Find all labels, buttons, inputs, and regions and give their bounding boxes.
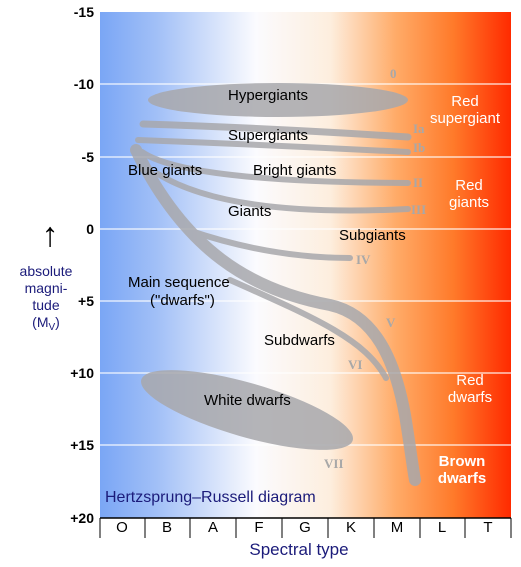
- x-tick: A: [208, 519, 218, 536]
- label-supergiants: Supergiants: [228, 127, 308, 144]
- label-red-giants-2: giants: [449, 194, 489, 211]
- class-label-vi: VI: [348, 357, 362, 372]
- class-label-ii: II: [413, 175, 423, 190]
- class-label-iii: III: [411, 202, 426, 217]
- x-tick: M: [391, 519, 404, 536]
- class-label-v: V: [386, 315, 396, 330]
- label-brown-dwarfs: Brown: [439, 453, 486, 470]
- subgiants-band: [185, 227, 353, 261]
- x-tick: K: [346, 519, 356, 536]
- y-tick: +20: [70, 510, 94, 526]
- label-hypergiants: Hypergiants: [228, 87, 308, 104]
- label-red-supergiant: Red: [451, 93, 479, 110]
- supergiants-ib-band: [135, 137, 411, 155]
- bright-giants-band: [139, 149, 411, 186]
- label-main-sequence: Main sequence: [128, 274, 230, 291]
- y-tick: +15: [70, 437, 94, 453]
- giants-band: [155, 171, 411, 214]
- label-blue-giants: Blue giants: [128, 162, 202, 179]
- x-axis-tick-labels: O B A F G K M L T: [116, 519, 492, 536]
- y-axis-label-line3: tude: [32, 297, 59, 313]
- luminosity-classes: 0 Ia Ib II III IV V VI VII: [324, 66, 426, 471]
- y-tick: -5: [82, 149, 95, 165]
- x-tick: L: [438, 519, 446, 536]
- x-tick: B: [162, 519, 172, 536]
- y-tick: +5: [78, 293, 94, 309]
- y-axis-label: ↑ absolute magni- tude (MV): [20, 216, 73, 333]
- y-axis-label-line1: absolute: [20, 263, 73, 279]
- y-axis-label-line2: magni-: [25, 280, 68, 296]
- label-bright-giants: Bright giants: [253, 162, 336, 179]
- y-axis-arrow: ↑: [42, 216, 59, 254]
- y-tick: +10: [70, 365, 94, 381]
- x-tick: O: [116, 519, 128, 536]
- subdwarfs-band: [227, 277, 389, 381]
- class-label-ia: Ia: [413, 121, 425, 136]
- y-tick: -10: [74, 76, 94, 92]
- x-tick: G: [299, 519, 311, 536]
- class-label-0: 0: [390, 66, 397, 81]
- x-tick: F: [254, 519, 263, 536]
- y-tick: -15: [74, 4, 94, 20]
- y-tick: 0: [86, 221, 94, 237]
- label-brown-dwarfs-2: dwarfs: [438, 470, 486, 487]
- label-red-giants: Red: [455, 177, 483, 194]
- class-label-iv: IV: [356, 252, 371, 267]
- label-red-dwarfs-2: dwarfs: [448, 389, 492, 406]
- region-labels: Hypergiants Supergiants Blue giants Brig…: [128, 87, 406, 409]
- x-axis: O B A F G K M L T Spectral type: [99, 517, 512, 559]
- class-label-vii: VII: [324, 456, 344, 471]
- x-tick: T: [483, 519, 492, 536]
- white-dwarfs-band: [140, 370, 354, 450]
- y-axis-ticks: -15 -10 -5 0 +5 +10 +15 +20: [70, 4, 94, 526]
- label-red-dwarfs: Red: [456, 372, 484, 389]
- label-white-dwarfs: White dwarfs: [204, 392, 291, 409]
- class-label-ib: Ib: [413, 140, 425, 155]
- supergiants-ia-band: [139, 120, 412, 141]
- main-sequence-band: [130, 144, 421, 486]
- x-axis-title: Spectral type: [249, 540, 348, 559]
- label-giants: Giants: [228, 203, 271, 220]
- diagram-title: Hertzsprung–Russell diagram: [105, 489, 316, 506]
- right-side-labels: Red supergiant Red giants Red dwarfs Bro…: [430, 93, 501, 487]
- label-subgiants: Subgiants: [339, 227, 406, 244]
- star-bands: [130, 83, 421, 486]
- hypergiants-band: [148, 83, 408, 117]
- label-red-supergiant-2: supergiant: [430, 110, 501, 127]
- label-subdwarfs: Subdwarfs: [264, 332, 335, 349]
- y-axis-label-symbol: (MV): [32, 314, 60, 333]
- label-main-sequence-dwarfs: ("dwarfs"): [150, 292, 215, 309]
- x-axis-ticks: [99, 518, 512, 538]
